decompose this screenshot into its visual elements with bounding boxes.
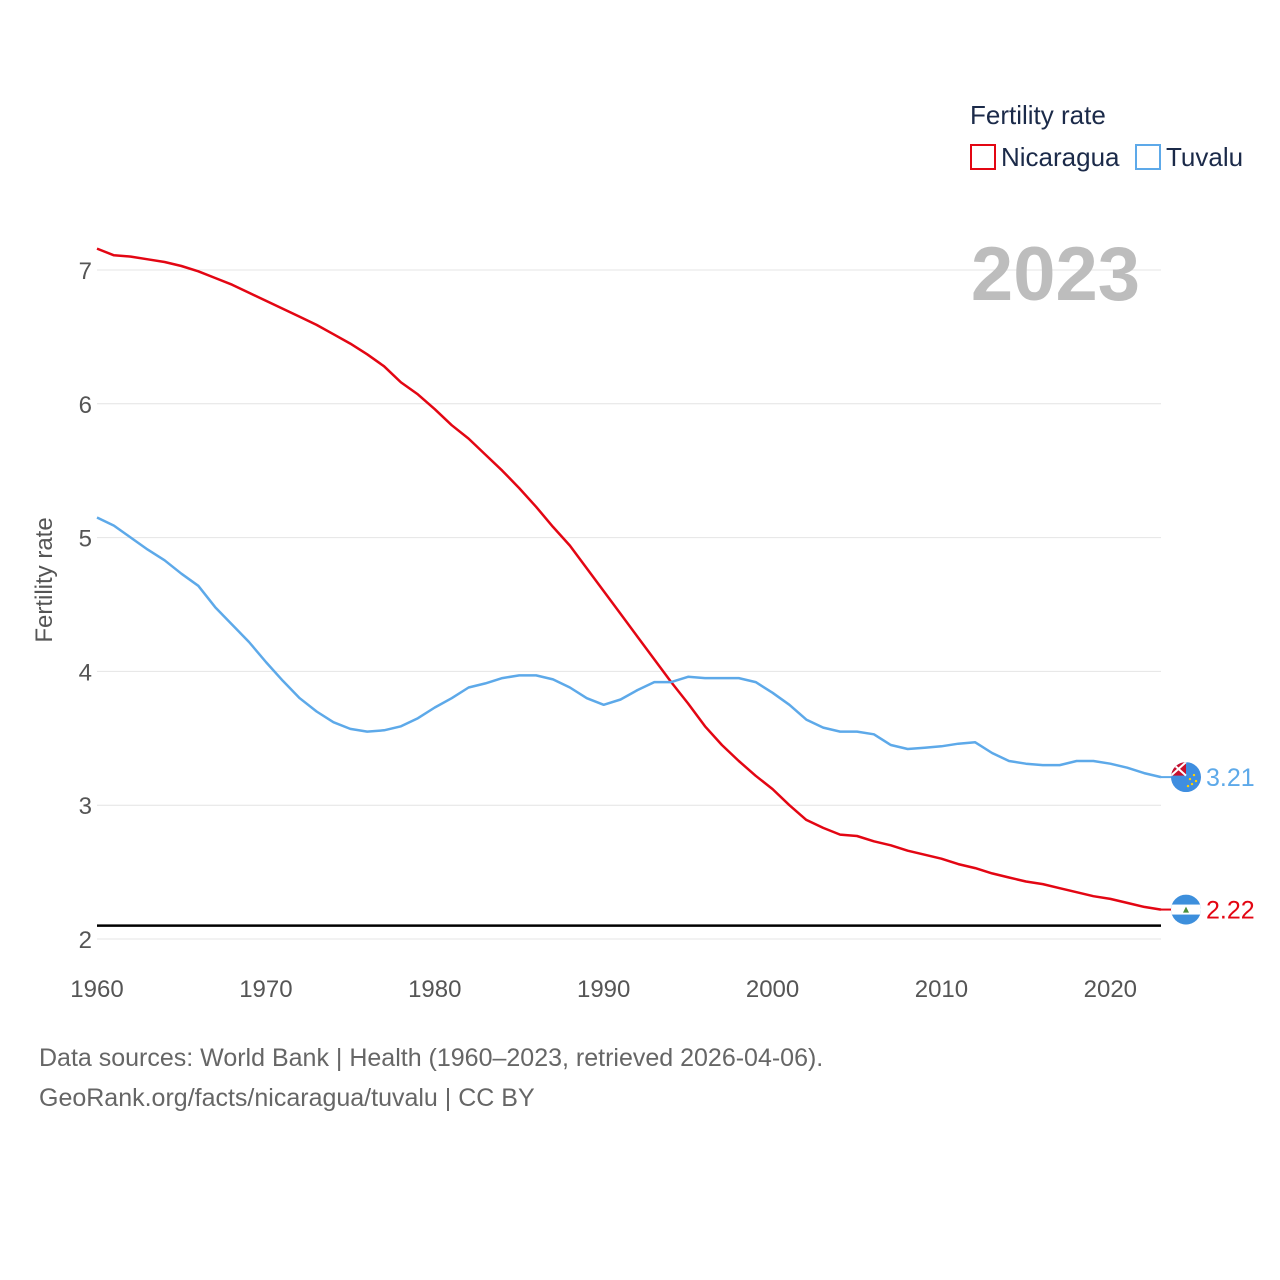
legend-title: Fertility rate xyxy=(970,100,1106,130)
legend-item-tuvalu[interactable]: Tuvalu xyxy=(1135,142,1243,172)
y-tick-5: 5 xyxy=(79,526,92,553)
y-axis-ticks: 2 3 4 5 6 7 xyxy=(79,258,92,954)
footer-sources: Data sources: World Bank | Health (1960–… xyxy=(39,1044,824,1072)
x-tick-1990: 1990 xyxy=(577,976,630,1003)
series-line-tuvalu xyxy=(96,516,1162,779)
legend-label-tuvalu: Tuvalu xyxy=(1166,142,1243,172)
y-axis-title: Fertility rate xyxy=(31,517,58,642)
x-axis-ticks: 1960 1970 1980 1990 2000 2010 2020 xyxy=(70,976,1137,1003)
legend-swatch-tuvalu xyxy=(1135,144,1161,170)
y-tick-4: 4 xyxy=(79,659,92,686)
series-lines xyxy=(96,247,1162,911)
end-label-tuvalu: 3.21 xyxy=(1206,764,1255,792)
y-tick-6: 6 xyxy=(79,392,92,419)
year-label: 2023 xyxy=(971,232,1140,317)
x-tick-1970: 1970 xyxy=(239,976,292,1003)
x-tick-2020: 2020 xyxy=(1084,976,1137,1003)
legend: Fertility rate Nicaragua Tuvalu xyxy=(970,100,1243,172)
grid-lines xyxy=(97,269,1161,940)
y-tick-2: 2 xyxy=(79,927,92,954)
end-markers: 2.22 3.21 xyxy=(1161,762,1255,925)
x-tick-1960: 1960 xyxy=(70,976,123,1003)
legend-item-nicaragua[interactable]: Nicaragua xyxy=(970,142,1120,172)
x-tick-2000: 2000 xyxy=(746,976,799,1003)
series-line-nicaragua xyxy=(96,247,1162,911)
footer-attribution: GeoRank.org/facts/nicaragua/tuvalu | CC … xyxy=(39,1084,535,1112)
legend-swatch-nicaragua xyxy=(970,144,996,170)
end-label-nicaragua: 2.22 xyxy=(1206,897,1255,925)
x-tick-1980: 1980 xyxy=(408,976,461,1003)
y-tick-7: 7 xyxy=(79,258,92,285)
y-tick-3: 3 xyxy=(79,793,92,820)
x-tick-2010: 2010 xyxy=(915,976,968,1003)
legend-label-nicaragua: Nicaragua xyxy=(1001,142,1120,172)
nicaragua-flag-icon xyxy=(1171,894,1201,925)
tuvalu-flag-icon xyxy=(1171,762,1201,793)
